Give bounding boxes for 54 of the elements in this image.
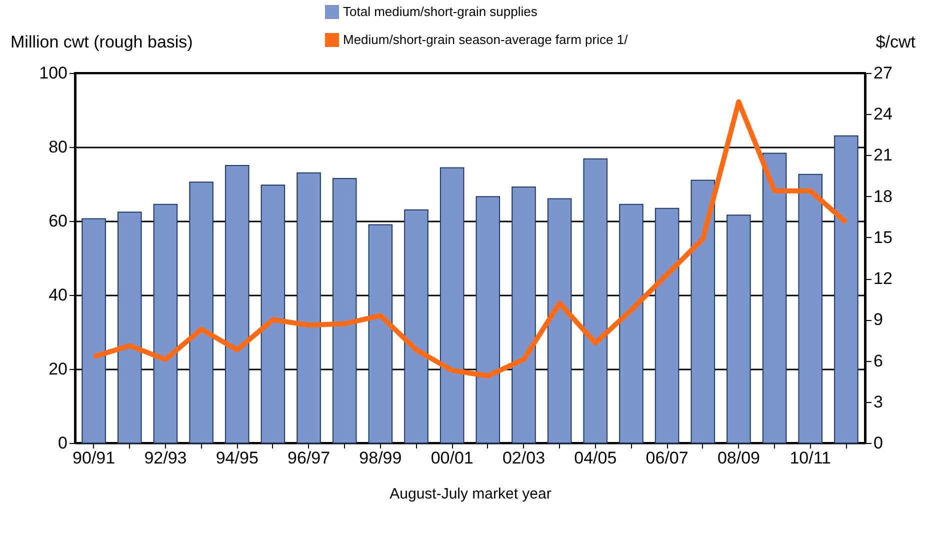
bar (654, 208, 680, 444)
bar (834, 135, 858, 444)
bar (762, 152, 787, 444)
bar (512, 186, 536, 444)
bar (798, 174, 823, 444)
x-tick-label: 00/01 (430, 448, 474, 468)
y-tick-label: 40 (48, 286, 68, 304)
legend-label: Total medium/short-grain supplies (343, 4, 538, 19)
x-tick-label: 96/97 (288, 448, 330, 468)
legend-label: Medium/short-grain season-average farm price 1/ (343, 32, 628, 47)
y2-tick-label: 9 (874, 310, 883, 330)
x-tick-label: 10/11 (790, 448, 832, 468)
y2-tick-label: 24 (874, 104, 892, 124)
y2-tick-label: 15 (874, 228, 892, 247)
bar (404, 209, 428, 444)
y-tick-label: 60 (48, 212, 68, 230)
bar (690, 180, 716, 444)
bar (153, 204, 178, 444)
bar (260, 184, 286, 444)
x-tick-label: 92/93 (144, 448, 187, 468)
x-tick-label: 06/07 (646, 448, 688, 468)
x-tick-label: 04/05 (574, 448, 617, 468)
bar (189, 182, 214, 444)
bar (368, 224, 393, 444)
bar (547, 198, 572, 444)
bar (440, 167, 464, 444)
x-tick-label: 94/95 (216, 448, 258, 468)
bar (476, 196, 500, 444)
y2-tick-label: 0 (874, 434, 883, 452)
bar (332, 178, 357, 444)
bar (117, 212, 142, 444)
y2-axis-title: $/cwt (876, 32, 916, 52)
x-tick-label: 08/09 (717, 448, 760, 468)
y2-tick-label: 6 (874, 351, 883, 370)
bar (583, 158, 608, 444)
x-axis-title: August-July market year (390, 486, 552, 502)
y2-tick-label: 3 (874, 392, 883, 412)
x-tick-label: 02/03 (502, 448, 546, 468)
bar (726, 214, 751, 444)
bar (296, 172, 321, 444)
y2-tick-label: 27 (874, 64, 892, 82)
x-tick-label: 98/99 (359, 448, 402, 468)
y2-tick-label: 12 (874, 269, 892, 288)
y2-tick-label: 21 (874, 146, 892, 165)
y-tick-label: 80 (48, 138, 68, 156)
x-tick-label: 90/91 (72, 448, 116, 468)
bar (224, 165, 250, 444)
bar (82, 218, 106, 444)
y-tick-label: 100 (39, 64, 68, 82)
bar (619, 204, 644, 444)
y-axis-title: Million cwt (rough basis) (10, 32, 193, 52)
y-tick-label: 0 (58, 434, 68, 452)
y-tick-label: 20 (48, 360, 68, 378)
y2-tick-label: 18 (874, 186, 892, 206)
